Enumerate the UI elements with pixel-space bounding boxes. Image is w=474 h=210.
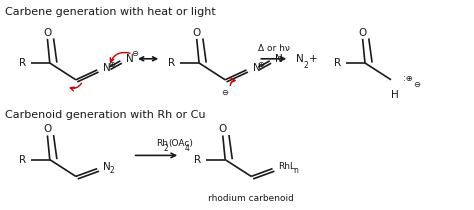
- Text: Rh: Rh: [156, 139, 168, 148]
- Text: RhL: RhL: [278, 163, 295, 171]
- Text: 2: 2: [163, 144, 168, 152]
- Text: R: R: [334, 58, 341, 68]
- Text: N: N: [296, 54, 304, 64]
- Text: O: O: [358, 28, 367, 38]
- Text: ⊖: ⊖: [222, 88, 228, 97]
- Text: O: O: [219, 124, 227, 134]
- Text: Δ or hν: Δ or hν: [258, 44, 290, 53]
- Text: +: +: [309, 54, 317, 64]
- Text: R: R: [194, 155, 201, 165]
- Text: ⊖: ⊖: [414, 80, 420, 88]
- Text: rhodium carbenoid: rhodium carbenoid: [208, 194, 294, 203]
- Text: ⊕: ⊕: [257, 60, 264, 68]
- Text: n: n: [293, 166, 298, 175]
- Text: O: O: [43, 28, 52, 38]
- Text: :⊕: :⊕: [403, 74, 412, 83]
- Text: 2: 2: [110, 166, 115, 175]
- Text: H: H: [391, 89, 399, 100]
- Text: R: R: [19, 155, 26, 165]
- Text: N: N: [103, 162, 110, 172]
- Text: Carbenoid generation with Rh or Cu: Carbenoid generation with Rh or Cu: [5, 110, 205, 120]
- Text: Carbene generation with heat or light: Carbene generation with heat or light: [5, 7, 216, 17]
- Text: R: R: [168, 58, 175, 68]
- Text: O: O: [192, 28, 201, 38]
- Text: N: N: [126, 54, 133, 64]
- Text: (OAc): (OAc): [168, 139, 193, 148]
- Text: ⊕: ⊕: [108, 60, 115, 68]
- Text: R: R: [19, 58, 26, 68]
- Text: N: N: [103, 63, 111, 73]
- Text: N: N: [275, 54, 283, 64]
- Text: ⊖: ⊖: [131, 49, 138, 58]
- Text: 2: 2: [303, 61, 308, 70]
- Text: N: N: [253, 63, 260, 73]
- Text: O: O: [43, 124, 52, 134]
- Text: 4: 4: [185, 144, 190, 152]
